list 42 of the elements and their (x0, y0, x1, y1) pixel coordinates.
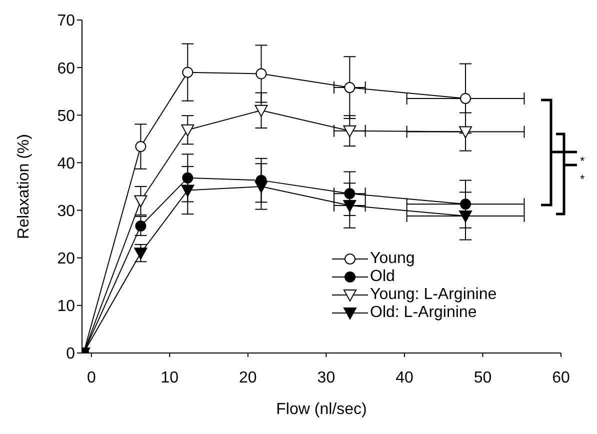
text: * (580, 154, 585, 168)
x-axis-title: Flow (nl/sec) (276, 401, 367, 418)
point (182, 66, 194, 78)
point (343, 125, 356, 138)
point (182, 172, 194, 184)
text: * (580, 172, 585, 186)
x-tick-label: 40 (396, 369, 414, 386)
point (256, 68, 267, 80)
legend-label: Old (370, 268, 395, 286)
y-axis-title: Relaxation (%) (16, 134, 32, 239)
point (344, 188, 356, 200)
x-tick-label: 30 (317, 369, 336, 386)
point (254, 104, 268, 117)
point (460, 198, 472, 210)
point (460, 92, 472, 104)
legend-label: Young (370, 250, 415, 268)
y-tick-label: 70 (57, 12, 76, 30)
point (344, 82, 356, 94)
point (254, 181, 268, 193)
x-tick-label: 20 (239, 369, 257, 386)
point (135, 220, 146, 232)
x-tick-label: 60 (552, 369, 570, 386)
y-tick-label: 20 (57, 250, 76, 268)
x-tick-label: 10 (160, 369, 179, 386)
point (134, 195, 148, 208)
legend-label: Old: L-Arginine (370, 304, 477, 322)
point (181, 184, 194, 197)
y-tick-label: 0 (66, 346, 76, 363)
point (181, 124, 194, 136)
y-tick-label: 60 (57, 60, 76, 78)
x-tick-label: 0 (86, 369, 96, 386)
y-tick-label: 50 (57, 108, 76, 125)
y-tick-label: 30 (57, 202, 76, 220)
point (459, 126, 472, 138)
point (343, 200, 356, 212)
point (459, 210, 472, 222)
legend-label: Young: L-Arginine (370, 286, 497, 304)
y-tick-label: 10 (57, 298, 76, 316)
x-tick-label: 50 (474, 369, 492, 386)
y-tick-label: 40 (57, 155, 76, 172)
point (134, 248, 148, 260)
point (135, 141, 146, 152)
